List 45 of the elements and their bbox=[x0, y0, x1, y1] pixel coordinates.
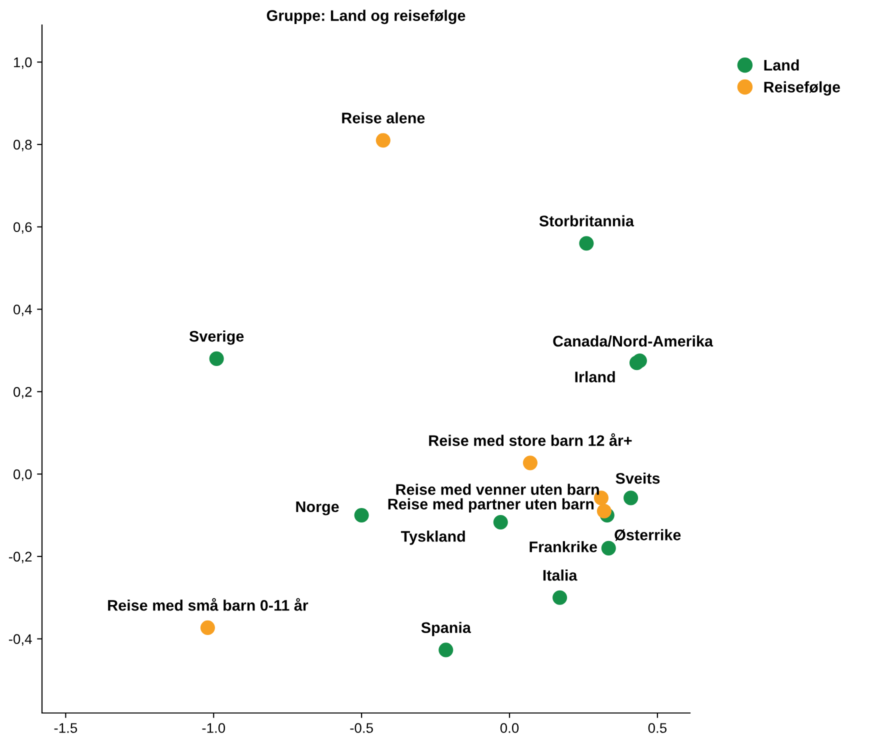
point bbox=[624, 490, 638, 506]
y-tick-label: -0,2 bbox=[8, 552, 32, 564]
y-tick-label: 0,4 bbox=[14, 304, 32, 316]
point bbox=[376, 133, 390, 148]
point bbox=[579, 236, 594, 251]
point bbox=[629, 356, 644, 370]
chart-title: Gruppe: Land og reisefølge bbox=[266, 10, 466, 24]
annotation: Frankrike bbox=[530, 541, 597, 552]
point bbox=[493, 514, 508, 530]
y-tick-label: 1,0 bbox=[14, 57, 32, 69]
point bbox=[209, 351, 224, 366]
y-tick-label: -0,4 bbox=[8, 634, 32, 646]
annotation: Spania bbox=[421, 622, 472, 636]
point bbox=[596, 504, 612, 518]
y-tick-label: 0,8 bbox=[14, 140, 32, 152]
annotation: Reise med partner uten barn bbox=[388, 498, 594, 513]
annotation: Østerrike bbox=[614, 529, 681, 541]
y-tick-label: 0,2 bbox=[14, 386, 32, 398]
legend-label: Reisefølge bbox=[764, 81, 840, 96]
annotation: Italia bbox=[543, 570, 578, 581]
x-tick-label: 0.0 bbox=[500, 723, 519, 733]
point bbox=[354, 508, 369, 523]
y-tick-label: 0,0 bbox=[14, 469, 32, 481]
y-tick-label: 0,6 bbox=[14, 222, 32, 234]
annotation: Sveits bbox=[616, 472, 660, 484]
point bbox=[522, 456, 538, 470]
annotation: Norge bbox=[296, 502, 339, 516]
x-tick-label: 0.5 bbox=[648, 723, 667, 733]
annotation: Reise med venner uten barn bbox=[396, 484, 599, 495]
annotation: Canada/Nord-Amerika bbox=[553, 335, 714, 347]
legend-label: Land bbox=[764, 59, 799, 71]
x-tick-label: -1.0 bbox=[202, 723, 226, 733]
x-tick-label: -0.5 bbox=[350, 723, 373, 733]
x-tick-label: -1.5 bbox=[54, 723, 78, 733]
annotation: Reise med store barn 12 år+ bbox=[429, 433, 632, 446]
annotation: Reise alene bbox=[342, 112, 425, 124]
annotation: Irland bbox=[575, 371, 615, 382]
point bbox=[552, 590, 568, 605]
annotation: Sverige bbox=[189, 330, 244, 345]
annotation: Storbritannia bbox=[539, 215, 634, 226]
annotation: Reise med små barn 0-11 år bbox=[108, 598, 308, 611]
point bbox=[601, 540, 616, 556]
point bbox=[200, 620, 215, 636]
annotation: Tyskland bbox=[400, 530, 465, 545]
point bbox=[438, 642, 454, 658]
